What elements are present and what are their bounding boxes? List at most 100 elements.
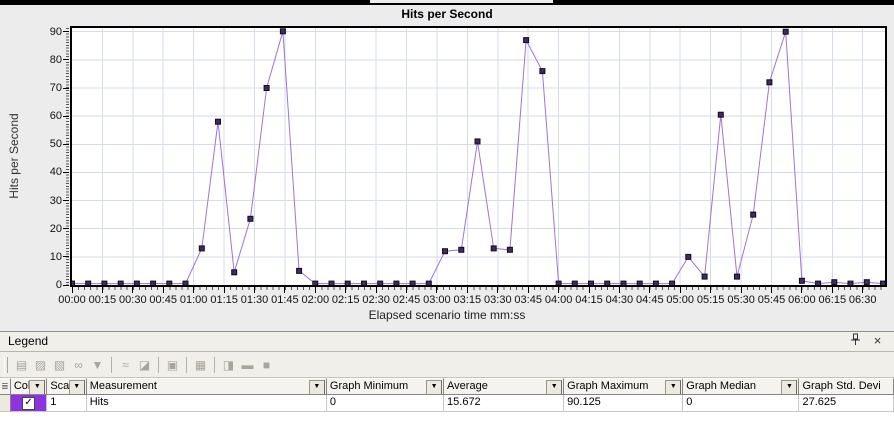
- row-cell-graph-minimum[interactable]: 0: [326, 395, 445, 412]
- measurement-options-icon[interactable]: ▤: [15, 357, 28, 372]
- scale-measurement-icon[interactable]: ▣: [166, 357, 179, 372]
- row-selector-header-icon[interactable]: ≣: [0, 378, 11, 395]
- data-point-marker: [831, 279, 838, 285]
- y-tick-label: 30: [49, 194, 62, 207]
- row-cell-graph-median[interactable]: 0: [683, 395, 800, 412]
- x-tick-label: 02:30: [362, 294, 390, 306]
- measurement-description-icon[interactable]: ∞: [74, 357, 83, 372]
- data-point-marker: [215, 118, 221, 125]
- x-axis-major-tick: [314, 287, 316, 293]
- x-tick-label: 05:30: [727, 294, 755, 306]
- hide-measurement-icon[interactable]: ▨: [34, 357, 47, 372]
- row-cell-measurement[interactable]: Hits: [86, 395, 327, 412]
- data-point-marker: [442, 248, 448, 255]
- column-header-col[interactable]: Col ▼: [10, 378, 48, 395]
- data-point-marker: [85, 280, 92, 285]
- x-axis-major-tick: [193, 287, 195, 293]
- y-axis-major-tick: [63, 31, 69, 33]
- pin-icon[interactable]: [847, 333, 864, 349]
- y-tick-label: 10: [49, 250, 62, 263]
- data-point-marker: [523, 37, 530, 44]
- x-axis-major-tick: [223, 287, 225, 293]
- x-axis-major-tick: [679, 287, 681, 293]
- break-down-icon[interactable]: ◨: [222, 357, 235, 372]
- animate-line-icon[interactable]: ≈: [122, 357, 129, 372]
- configure-measurement-icon[interactable]: ◪: [138, 357, 151, 372]
- data-point-marker: [555, 280, 562, 285]
- chart-title: Hits per Second: [401, 7, 493, 21]
- column-filter-dropdown-icon[interactable]: ▼: [308, 380, 325, 394]
- save-legend-icon[interactable]: ■: [262, 357, 271, 372]
- column-filter-dropdown-icon[interactable]: ▼: [665, 380, 682, 394]
- y-axis-major-tick: [63, 87, 69, 89]
- data-point-marker: [458, 246, 465, 253]
- configure-columns-icon[interactable]: ▦: [194, 357, 207, 372]
- x-axis-major-tick: [831, 287, 833, 293]
- y-axis-major-tick: [63, 256, 69, 258]
- column-header-graph-maximum[interactable]: Graph Maximum ▼: [564, 378, 684, 395]
- x-tick-label: 01:15: [210, 294, 238, 306]
- data-point-marker: [717, 111, 724, 118]
- x-tick-label: 05:00: [666, 294, 694, 306]
- merge-graphs-icon[interactable]: ▬: [241, 357, 254, 372]
- data-point-marker: [847, 280, 854, 285]
- measurement-color-cell[interactable]: ✓: [10, 395, 48, 412]
- column-filter-dropdown-icon[interactable]: ▼: [781, 380, 798, 394]
- show-measurement-checkbox[interactable]: ✓: [22, 396, 36, 410]
- data-point-marker: [766, 79, 773, 86]
- row-cell-average[interactable]: 15.672: [444, 395, 565, 412]
- y-axis-major-tick: [63, 171, 69, 173]
- toolbar-grip-icon[interactable]: [4, 356, 8, 373]
- data-point-marker: [150, 280, 157, 285]
- data-point-marker: [620, 280, 627, 285]
- data-point-marker: [344, 280, 351, 285]
- data-point-marker: [247, 215, 254, 222]
- x-axis-major-tick: [101, 287, 103, 293]
- column-header-graph-median[interactable]: Graph Median ▼: [683, 378, 800, 395]
- column-header-label: Col: [13, 380, 31, 392]
- data-point-marker: [506, 246, 513, 253]
- column-filter-dropdown-icon[interactable]: ▼: [68, 380, 85, 394]
- y-axis-major-tick: [63, 59, 69, 61]
- plot-area[interactable]: [70, 26, 887, 287]
- column-header-average[interactable]: Average ▼: [444, 378, 565, 395]
- data-point-marker: [101, 280, 108, 285]
- close-icon[interactable]: ×: [873, 333, 882, 348]
- column-header-measurement[interactable]: Measurement ▼: [86, 378, 327, 395]
- x-axis-minor-ticks: [72, 287, 885, 290]
- data-point-marker: [409, 280, 416, 285]
- column-header-label: Average: [447, 380, 488, 392]
- row-cell-sca[interactable]: 1: [47, 395, 87, 412]
- x-tick-label: 00:45: [149, 294, 177, 306]
- toolbar-separator: [158, 356, 159, 373]
- x-tick-label: 02:00: [301, 294, 330, 306]
- x-axis-major-tick: [375, 287, 377, 293]
- show-measurement-icon[interactable]: ▧: [53, 357, 66, 372]
- y-axis-major-tick: [63, 228, 69, 230]
- y-axis-minor-ticks: [66, 28, 69, 285]
- column-header-label: Measurement: [89, 380, 157, 392]
- data-point-marker: [701, 273, 708, 280]
- column-header-sca[interactable]: Sca ▼: [47, 378, 87, 395]
- chart-panel: Hits per Second Hits per Second Elapsed …: [0, 5, 894, 331]
- data-point-marker: [798, 277, 805, 284]
- y-axis-major-tick: [63, 143, 69, 145]
- column-header-graph-minimum[interactable]: Graph Minimum ▼: [326, 378, 445, 395]
- x-tick-label: 05:15: [696, 294, 725, 306]
- top-edge-left-segment: [0, 0, 370, 3]
- data-point-marker: [539, 68, 546, 75]
- x-axis-major-tick: [710, 287, 712, 293]
- column-filter-dropdown-icon[interactable]: ▼: [29, 380, 46, 394]
- legend-table: ≣ Col ▼ Sca ▼ Measurement ▼ Graph Minimum ▼ Avera…: [0, 378, 894, 445]
- column-filter-dropdown-icon[interactable]: ▼: [546, 380, 563, 394]
- x-tick-label: 00:00: [58, 294, 86, 306]
- row-cell-graph-std-devi[interactable]: 27.625: [799, 395, 894, 412]
- filter-measurements-icon[interactable]: ▼: [91, 357, 104, 372]
- x-tick-label: 06:30: [848, 294, 877, 306]
- data-point-marker: [685, 253, 692, 260]
- column-filter-dropdown-icon[interactable]: ▼: [426, 380, 443, 394]
- row-selector-cell[interactable]: [0, 395, 11, 412]
- column-header-graph-std-devi[interactable]: Graph Std. Devi: [799, 378, 894, 395]
- x-tick-label: 03:15: [453, 294, 482, 306]
- row-cell-graph-maximum[interactable]: 90.125: [564, 395, 684, 412]
